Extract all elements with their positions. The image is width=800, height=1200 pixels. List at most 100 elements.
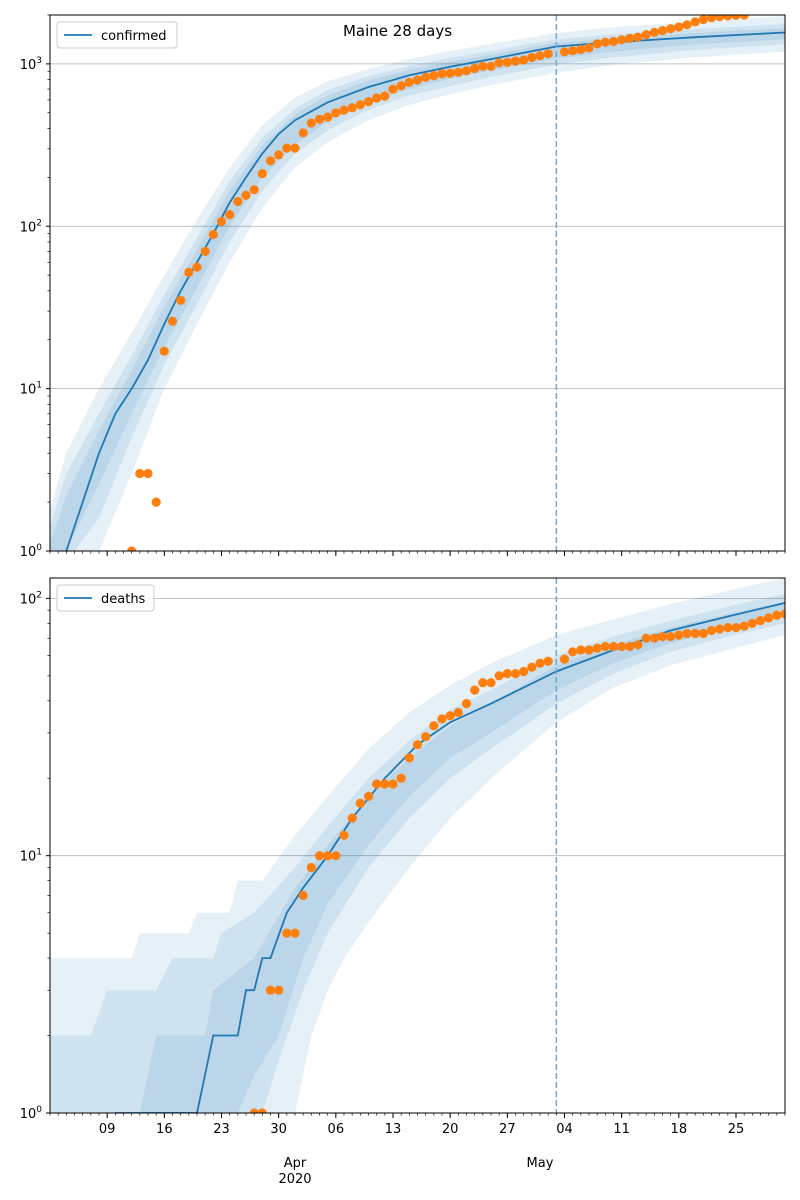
- observed-point: [715, 15, 725, 22]
- observed-point: [617, 641, 627, 652]
- observed-point: [233, 196, 243, 207]
- observed-point: [698, 628, 708, 639]
- observed-point: [323, 112, 333, 122]
- observed-point: [347, 103, 357, 113]
- x-month-label: May: [527, 1156, 554, 1171]
- observed-point: [298, 890, 308, 901]
- observed-point: [584, 43, 594, 53]
- series-line-confirmed: [65, 31, 785, 551]
- panel-confirmed: 100 101 102 103 confirmed Maine 28 days: [20, 14, 786, 560]
- observed-point: [135, 468, 145, 479]
- observed-point: [127, 546, 137, 551]
- observed-point: [772, 610, 782, 620]
- observed-point: [608, 641, 619, 652]
- observed-point: [494, 58, 504, 68]
- observed-point: [257, 1108, 267, 1113]
- observed-point: [690, 628, 700, 639]
- observed-point: [755, 616, 766, 626]
- observed-point: [478, 678, 488, 688]
- observed-point: [208, 229, 218, 240]
- observed-point: [666, 24, 676, 34]
- observed-point: [657, 632, 668, 642]
- observed-point: [625, 641, 635, 652]
- observed-point: [412, 740, 423, 750]
- observed-point: [584, 645, 594, 655]
- observed-point: [396, 773, 406, 783]
- observed-point: [249, 1108, 259, 1113]
- x-tick-label: 16: [156, 1122, 173, 1137]
- observed-point: [388, 84, 398, 94]
- observed-point: [674, 630, 684, 640]
- observed-point: [347, 813, 357, 823]
- observed-point: [314, 114, 325, 124]
- observed-point: [372, 93, 382, 103]
- observed-point: [633, 640, 643, 650]
- observed-point: [339, 105, 349, 115]
- observed-point: [600, 37, 610, 47]
- observed-point: [486, 678, 496, 688]
- y-tick-label: 101: [20, 848, 42, 865]
- panel-deaths: 100 101 102 09 16 23 30 06 13 20 27 04 11 18 25 Apr May 2…: [20, 577, 786, 1187]
- observed-point: [723, 623, 733, 633]
- observed-point: [510, 669, 521, 679]
- observed-point: [559, 47, 570, 57]
- observed-point: [290, 143, 300, 153]
- x-tick-label: 06: [328, 1122, 345, 1137]
- observed-point: [184, 267, 194, 277]
- observed-point: [519, 55, 529, 65]
- credible-band-1: [50, 16, 785, 551]
- observed-point: [274, 985, 284, 995]
- observed-point: [421, 732, 431, 742]
- observed-point: [592, 39, 602, 49]
- observed-point: [510, 56, 521, 66]
- observed-point: [461, 66, 472, 76]
- legend: confirmed: [56, 21, 178, 49]
- observed-point: [306, 118, 316, 128]
- y-tick-label: 100: [20, 1105, 43, 1122]
- observed-point: [282, 928, 292, 938]
- x-tick-label: 04: [556, 1122, 573, 1137]
- observed-point: [298, 128, 308, 138]
- observed-point: [502, 669, 512, 679]
- observed-point: [747, 618, 757, 628]
- observed-point: [494, 671, 504, 681]
- observed-point: [225, 210, 235, 220]
- observed-point: [543, 656, 553, 666]
- y-tick-label: 103: [20, 56, 42, 73]
- observed-point: [641, 29, 651, 40]
- observed-point: [363, 791, 374, 802]
- observed-point: [641, 633, 651, 643]
- credible-band-1: [50, 578, 785, 1113]
- observed-point: [625, 33, 635, 44]
- observed-point: [535, 51, 545, 61]
- x-tick-label: 23: [213, 1122, 230, 1137]
- y-tick-label: 102: [20, 218, 42, 235]
- observed-point: [380, 779, 390, 789]
- observed-point: [780, 609, 785, 619]
- observed-point: [306, 862, 316, 873]
- observed-point: [739, 621, 749, 631]
- chart-title: Maine 28 days: [343, 22, 452, 40]
- observed-point: [527, 52, 537, 63]
- observed-point: [421, 72, 431, 82]
- observed-point: [739, 15, 749, 20]
- observed-point: [731, 623, 741, 633]
- observed-point: [388, 779, 398, 789]
- observed-point: [453, 67, 463, 77]
- observed-point: [323, 851, 333, 861]
- observed-point: [396, 81, 406, 91]
- observed-point: [282, 143, 292, 153]
- observed-point: [355, 798, 365, 808]
- legend-box: [56, 21, 178, 49]
- observed-point: [453, 707, 463, 718]
- observed-point: [519, 666, 529, 677]
- observed-point: [249, 185, 259, 195]
- observed-point: [257, 169, 267, 179]
- observed-point: [723, 15, 733, 21]
- credible-band-2: [50, 24, 785, 551]
- observed-point: [355, 100, 365, 110]
- observed-point: [290, 928, 300, 938]
- observed-point: [486, 61, 496, 71]
- observed-point: [461, 699, 472, 709]
